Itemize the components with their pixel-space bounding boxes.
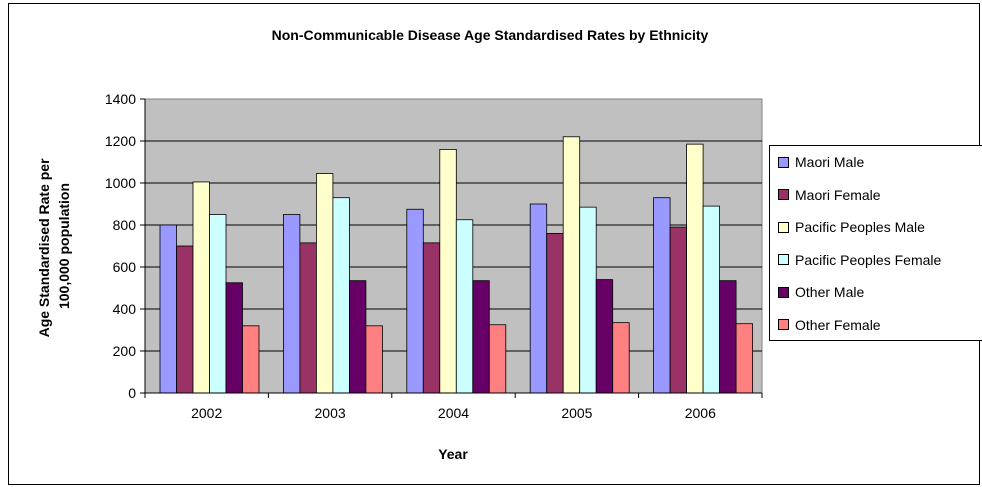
x-tick-label: 2004	[438, 405, 469, 421]
bar	[209, 214, 227, 394]
legend-swatch	[778, 221, 789, 233]
bar	[529, 203, 548, 394]
bar	[332, 197, 350, 394]
legend-label: Maori Male	[795, 154, 865, 170]
y-tick-label: 1400	[105, 91, 136, 107]
bar	[242, 325, 260, 394]
bar	[579, 206, 597, 394]
bar	[455, 219, 474, 394]
y-tick-label: 400	[113, 301, 137, 317]
bar	[735, 323, 753, 394]
bar	[488, 324, 507, 394]
legend-item: Pacific Peoples Male	[778, 217, 925, 237]
legend-label: Pacific Peoples Female	[795, 251, 942, 268]
bar	[719, 280, 737, 394]
bar	[686, 143, 704, 394]
bar	[653, 197, 671, 394]
x-tick-label: 2002	[191, 405, 222, 421]
legend-label: Pacific Peoples Male	[795, 219, 925, 235]
legend-item: Other Female	[778, 315, 881, 335]
y-axis-label-line-1: Age Standardised Rate per	[36, 158, 52, 337]
y-axis-label: Age Standardised Rate per 100,000 popula…	[36, 155, 72, 338]
bar	[299, 242, 317, 394]
y-tick-label: 1000	[105, 175, 136, 191]
x-tick-label: 2003	[315, 405, 346, 421]
bar	[612, 322, 630, 394]
x-axis-ticks: 2002 2003 2004 2005 2006	[144, 393, 763, 421]
bar	[546, 232, 564, 394]
bar	[406, 208, 424, 394]
bar	[365, 325, 383, 394]
y-tick-label: 600	[113, 259, 137, 275]
legend-item: Maori Female	[778, 185, 881, 205]
chart-title: Non-Communicable Disease Age Standardise…	[272, 27, 709, 43]
x-axis-label: Year	[438, 446, 468, 462]
bar	[315, 173, 334, 394]
bar	[422, 242, 441, 394]
bar	[702, 205, 720, 394]
legend-item: Pacific Peoples Female	[778, 250, 941, 270]
bars	[159, 136, 753, 394]
legend-swatch	[778, 156, 789, 168]
y-tick-label: 1200	[105, 133, 136, 149]
bar	[439, 148, 457, 394]
legend-item: Other Male	[778, 282, 864, 302]
x-tick-label: 2006	[685, 405, 716, 421]
legend-label: Other Male	[795, 284, 865, 300]
bar	[192, 181, 210, 394]
y-axis-label-line-2: 100,000 population	[56, 183, 72, 309]
legend-swatch	[778, 319, 789, 330]
legend: Maori Male Maori Female Pacific Peoples Ma…	[769, 145, 982, 341]
x-tick-label: 2005	[561, 405, 592, 421]
bar	[669, 226, 687, 394]
legend-label: Maori Female	[795, 186, 881, 203]
y-tick-label: 200	[113, 343, 137, 359]
legend-swatch	[778, 286, 789, 298]
legend-swatch	[778, 254, 789, 265]
bar	[176, 245, 194, 394]
legend-item: Maori Male	[778, 152, 864, 172]
y-axis-ticks: 0 200 400 600 800 1000 1200 1400	[105, 91, 145, 401]
bar	[348, 280, 367, 394]
bar	[225, 282, 243, 394]
legend-label: Other Female	[795, 316, 881, 333]
bar	[282, 214, 301, 394]
y-tick-label: 800	[113, 217, 137, 233]
bar	[472, 280, 490, 394]
bar	[595, 279, 614, 394]
bar	[159, 224, 177, 394]
bar	[562, 136, 581, 394]
y-tick-label: 0	[128, 385, 136, 401]
legend-swatch	[778, 189, 789, 200]
